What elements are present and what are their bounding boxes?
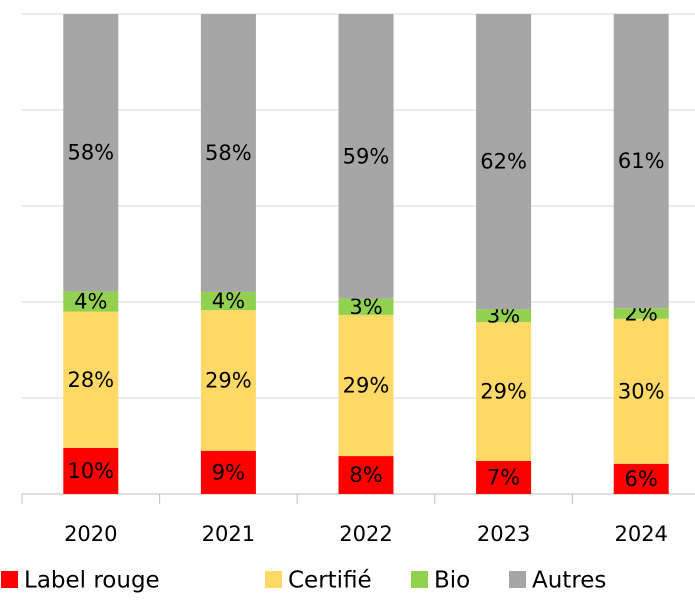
- legend-label: Label rouge: [24, 568, 160, 594]
- bar-segment: [200, 310, 256, 451]
- bar-segment: [613, 463, 669, 494]
- bar-segment: [476, 460, 532, 494]
- data-label: 4%: [74, 290, 107, 314]
- legend-label: Autres: [532, 568, 606, 594]
- bar-segment: [338, 298, 394, 315]
- data-label: 61%: [618, 149, 665, 173]
- bar-segment: [200, 14, 256, 292]
- bar-segment: [338, 456, 394, 494]
- data-label: 9%: [212, 460, 245, 484]
- data-label: 30%: [618, 379, 665, 403]
- x-tick-label: 2024: [614, 522, 667, 546]
- data-label: 8%: [349, 463, 382, 487]
- data-label: 3%: [349, 295, 382, 319]
- bar-segment: [63, 311, 119, 448]
- data-label: 58%: [67, 141, 114, 165]
- x-tick-label: 2023: [477, 522, 530, 546]
- bar-segment: [476, 322, 532, 461]
- bar-segment: [63, 447, 119, 494]
- data-label: 59%: [343, 144, 390, 168]
- bar-segment: [200, 291, 256, 311]
- legend-label: Certifié: [288, 568, 372, 594]
- bar-segment: [613, 14, 669, 309]
- data-label: 29%: [343, 374, 390, 398]
- data-label: 62%: [480, 150, 527, 174]
- bar-segment: [63, 291, 119, 312]
- bar-segment: [476, 309, 532, 323]
- bar-segment: [338, 314, 394, 457]
- x-tick-label: 2022: [339, 522, 392, 546]
- bar-segment: [63, 14, 119, 292]
- bar-segment: [613, 308, 669, 319]
- bar-segment: [200, 450, 256, 494]
- data-label: 6%: [625, 467, 658, 491]
- legend-swatch: [265, 571, 282, 588]
- data-label: 10%: [67, 459, 114, 483]
- data-label: 28%: [67, 368, 114, 392]
- data-label: 7%: [487, 465, 520, 489]
- bar-segment: [476, 14, 532, 310]
- legend-swatch: [509, 571, 526, 588]
- data-label: 29%: [205, 368, 252, 392]
- legend-label: Bio: [434, 568, 470, 594]
- bar-segment: [338, 14, 394, 299]
- bar-segment: [613, 318, 669, 464]
- legend-swatch: [1, 571, 18, 588]
- legend-swatch: [411, 571, 428, 588]
- data-label: 4%: [212, 289, 245, 313]
- x-tick-label: 2021: [202, 522, 255, 546]
- data-label: 29%: [480, 380, 527, 404]
- x-tick-label: 2020: [64, 522, 117, 546]
- data-label: 58%: [205, 141, 252, 165]
